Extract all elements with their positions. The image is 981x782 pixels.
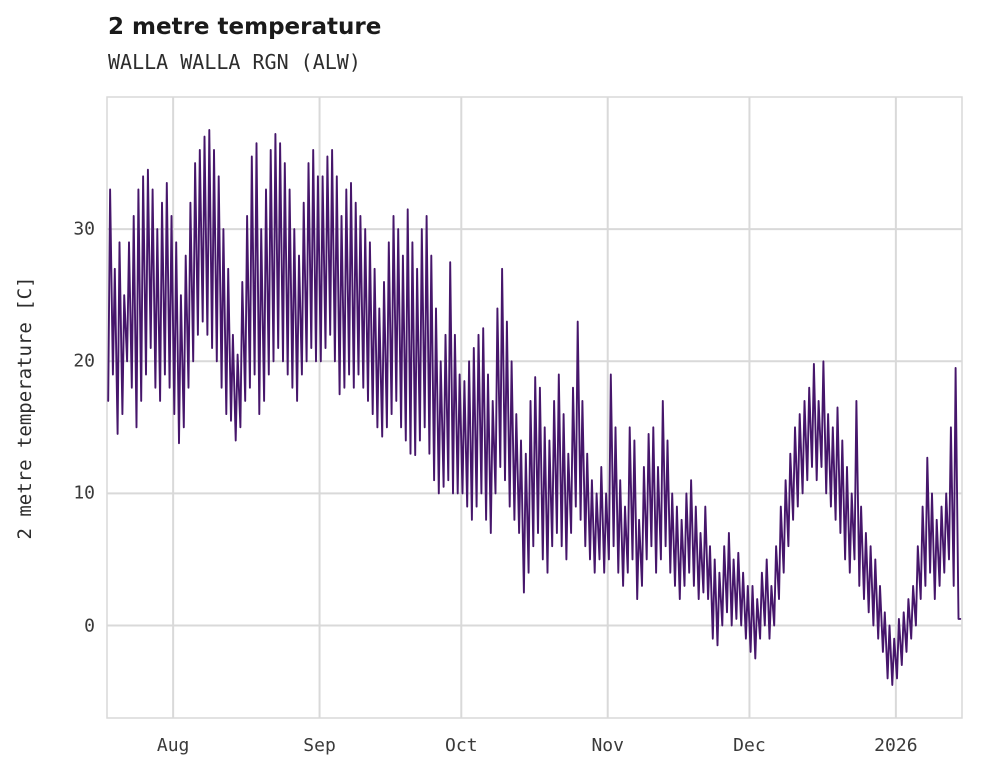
temperature-series-line bbox=[107, 129, 962, 686]
x-tick-label: Nov bbox=[591, 735, 624, 756]
x-tick-label: Aug bbox=[156, 735, 190, 756]
y-tick-label: 10 bbox=[73, 482, 95, 504]
x-tick-label: Sep bbox=[303, 735, 336, 756]
y-tick-label: 30 bbox=[73, 218, 95, 240]
chart-title: 2 metre temperature bbox=[108, 14, 382, 40]
x-tick-label: Oct bbox=[445, 735, 478, 756]
x-tick-label: Dec bbox=[733, 735, 766, 756]
y-tick-label: 20 bbox=[73, 350, 95, 372]
y-tick-label: 0 bbox=[84, 615, 95, 636]
x-tick-label: 2026 bbox=[874, 735, 918, 756]
chart-subtitle: WALLA WALLA RGN (ALW) bbox=[108, 50, 361, 74]
plot-border bbox=[106, 96, 963, 719]
